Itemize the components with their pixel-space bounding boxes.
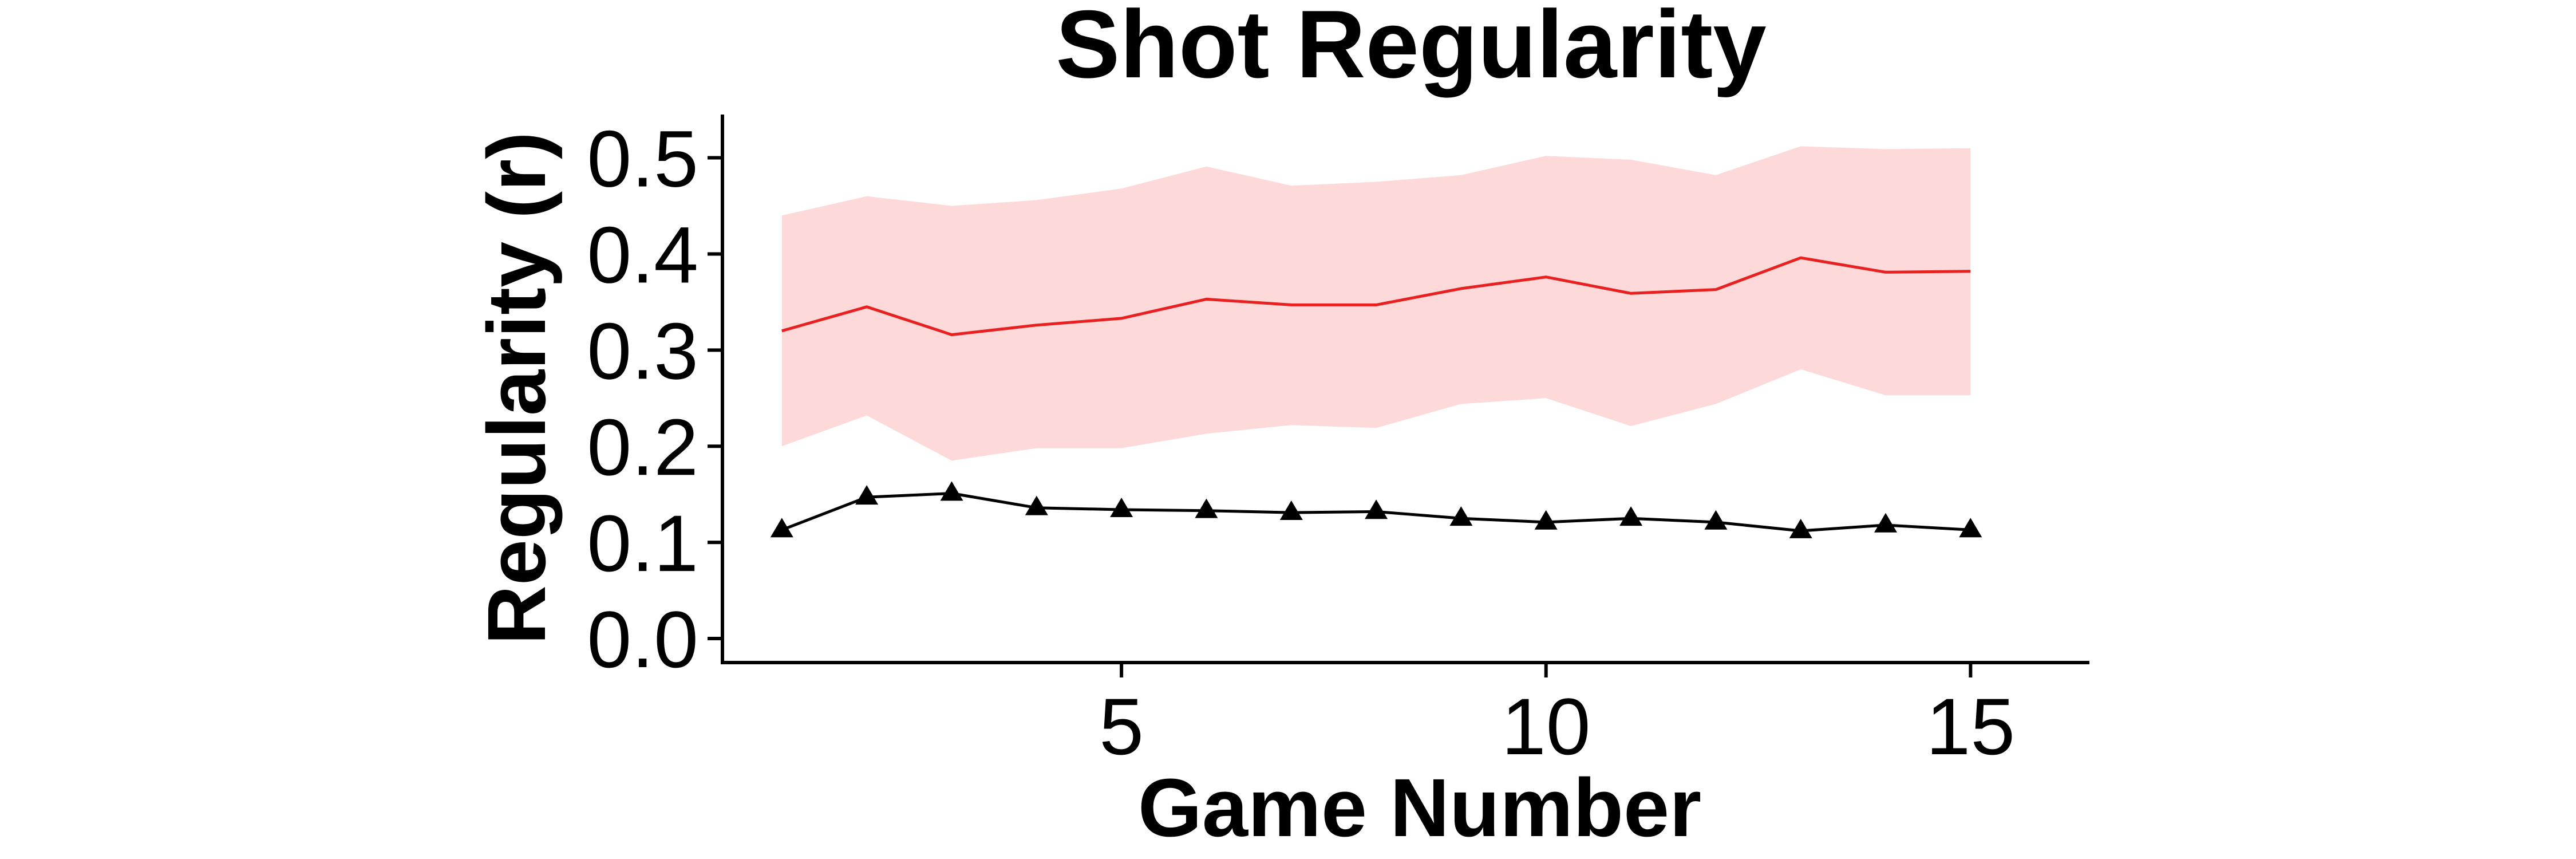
- series-2-point: [1619, 506, 1643, 526]
- series-2-point: [1704, 510, 1728, 530]
- y-axis-title: Regularity (r): [471, 132, 563, 645]
- series-2-point: [1025, 495, 1048, 515]
- series-2-point: [940, 481, 963, 501]
- series-2-point: [1195, 498, 1218, 518]
- chart-title: Shot Regularity: [1056, 0, 1766, 98]
- x-tick-label: 5: [1099, 681, 1144, 771]
- x-tick-label: 15: [1926, 681, 2015, 771]
- x-axis-title: Game Number: [1138, 762, 1701, 854]
- y-tick-label: 0.1: [587, 498, 698, 588]
- y-tick-label: 0.2: [587, 402, 698, 492]
- series-2-point: [1110, 498, 1133, 517]
- series-2-point: [1534, 510, 1558, 530]
- series-2-point: [1874, 513, 1897, 533]
- y-tick-label: 0.5: [587, 114, 698, 204]
- series-2-point: [1365, 499, 1388, 519]
- x-tick-label: 10: [1502, 681, 1591, 771]
- y-tick-label: 0.0: [587, 594, 698, 684]
- series-2-point: [770, 518, 793, 538]
- series-2-point: [1449, 506, 1473, 526]
- series-2-point: [1959, 518, 1982, 538]
- markers-layer: [770, 481, 1982, 538]
- series-2-point: [855, 485, 879, 505]
- y-axis-ticks: 0.00.10.20.30.40.5: [587, 114, 722, 684]
- x-axis-ticks: 5 10 15: [1099, 663, 2015, 771]
- series-2-point: [1279, 501, 1303, 520]
- series-1-line: [781, 256, 1971, 336]
- y-tick-label: 0.4: [587, 210, 698, 300]
- y-tick-label: 0.3: [587, 306, 698, 396]
- series-2-point: [1789, 518, 1812, 538]
